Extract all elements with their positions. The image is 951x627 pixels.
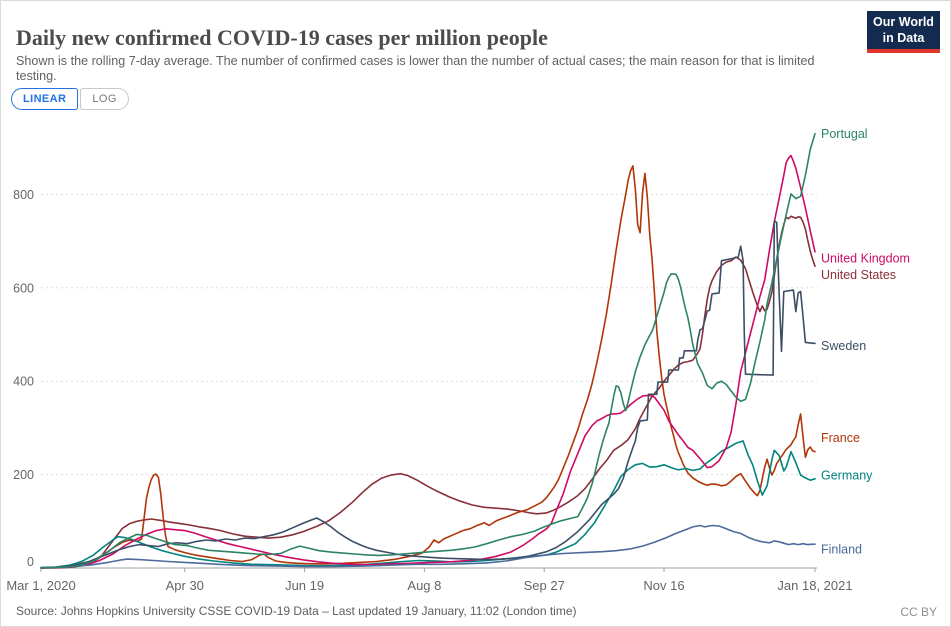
owid-logo-line2: in Data: [882, 31, 925, 45]
owid-logo[interactable]: Our World in Data: [867, 11, 940, 53]
linear-scale-button[interactable]: LINEAR: [11, 88, 79, 110]
series-line-portugal[interactable]: [40, 132, 816, 569]
series-label-sweden[interactable]: Sweden: [821, 339, 866, 353]
series-label-united-kingdom[interactable]: United Kingdom: [821, 251, 910, 265]
page-title: Daily new confirmed COVID-19 cases per m…: [16, 24, 548, 50]
y-tick-label-0: 0: [27, 555, 34, 569]
x-tick-label-mar-1,-2020: Mar 1, 2020: [6, 578, 75, 593]
log-scale-button[interactable]: LOG: [80, 88, 129, 110]
license-link[interactable]: CC BY: [900, 605, 937, 619]
series-line-finland[interactable]: [40, 524, 816, 569]
series-line-germany[interactable]: [40, 440, 816, 569]
source-note: Source: Johns Hopkins University CSSE CO…: [16, 604, 577, 618]
series-label-france[interactable]: France: [821, 431, 860, 445]
x-tick-label-nov-16: Nov 16: [643, 578, 684, 593]
y-tick-label-600: 600: [13, 281, 34, 295]
owid-logo-red-bar: [867, 49, 940, 53]
series-label-united-states[interactable]: United States: [821, 268, 896, 282]
scale-toggle: LINEAR LOG: [11, 88, 129, 110]
chart-subtitle: Shown is the rolling 7-day average. The …: [16, 53, 815, 84]
series-line-france[interactable]: [40, 165, 816, 569]
series-label-finland[interactable]: Finland: [821, 543, 862, 557]
owid-logo-line1: Our World: [873, 15, 934, 29]
series-label-germany[interactable]: Germany: [821, 468, 873, 482]
y-tick-label-800: 800: [13, 188, 34, 202]
owid-logo-text: Our World in Data: [867, 11, 940, 49]
x-tick-label-apr-30: Apr 30: [166, 578, 204, 593]
x-tick-label-aug-8: Aug 8: [407, 578, 441, 593]
series-line-united-kingdom[interactable]: [40, 154, 816, 569]
series-line-united-states[interactable]: [40, 215, 816, 569]
series-line-sweden[interactable]: [40, 220, 816, 569]
x-tick-label-sep-27: Sep 27: [524, 578, 565, 593]
x-tick-label-jun-19: Jun 19: [285, 578, 324, 593]
y-tick-label-200: 200: [13, 468, 34, 482]
y-tick-label-400: 400: [13, 375, 34, 389]
series-label-portugal[interactable]: Portugal: [821, 127, 868, 141]
x-tick-label-jan-18,-2021: Jan 18, 2021: [777, 578, 852, 593]
